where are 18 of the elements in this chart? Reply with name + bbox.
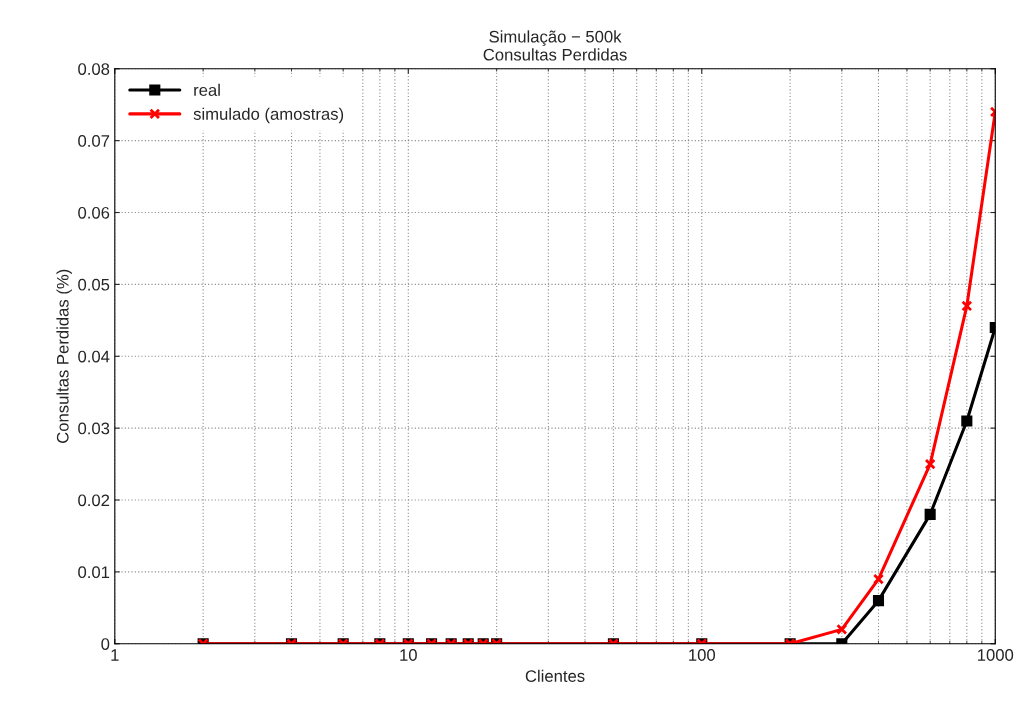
legend-label: real	[194, 83, 220, 97]
y-tick-label: 0.06	[78, 206, 110, 219]
y-tick-label: 0.04	[78, 350, 110, 363]
x-tick-label: 100	[689, 649, 716, 661]
chart-title: Simulação − 500k Consultas Perdidas	[483, 30, 627, 61]
x-tick-label: 10	[400, 649, 417, 661]
y-tick-label: 0.03	[78, 422, 110, 435]
y-tick-label: 0.08	[78, 63, 110, 75]
y-tick-label: 0	[101, 638, 110, 650]
x-tick-label: 1000	[978, 649, 1014, 661]
x-tick-label: 1	[111, 649, 119, 661]
y-tick-label: 0.01	[78, 566, 110, 579]
y-tick-label: 0.02	[78, 494, 110, 507]
y-tick-label: 0.07	[78, 135, 110, 147]
legend-label: simulado (amostras)	[193, 107, 344, 124]
x-axis-title: Clientes	[525, 669, 585, 682]
y-axis-title: Consultas Perdidas (%)	[56, 269, 72, 443]
y-tick-label: 0.05	[78, 278, 110, 291]
